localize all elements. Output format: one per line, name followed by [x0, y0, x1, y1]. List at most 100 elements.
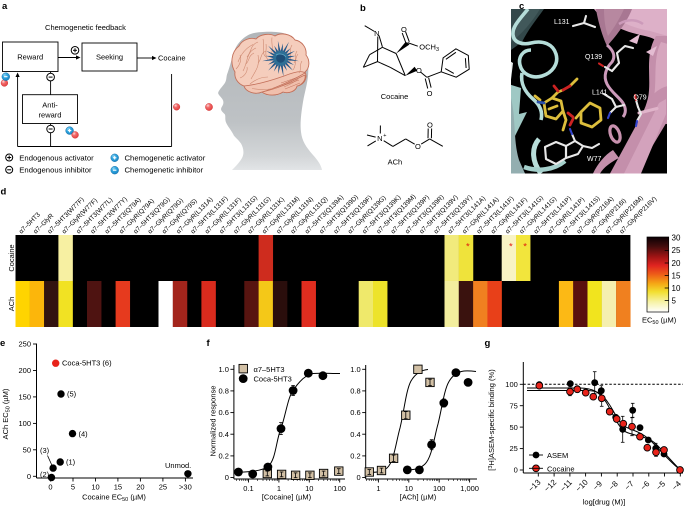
svg-text:0.6: 0.6 [218, 408, 228, 417]
svg-text:Unmod.: Unmod. [165, 461, 191, 470]
svg-text:200: 200 [18, 366, 31, 375]
svg-text:10: 10 [672, 284, 681, 293]
svg-text:0.8: 0.8 [218, 387, 228, 396]
svg-text:(1): (1) [66, 458, 76, 467]
svg-text:reward: reward [39, 111, 62, 120]
svg-text:1.0: 1.0 [350, 365, 360, 374]
svg-text:Endogenous activator: Endogenous activator [19, 153, 94, 162]
svg-text:0.2: 0.2 [218, 452, 228, 461]
svg-text:(4): (4) [79, 430, 89, 439]
svg-text:α7–5HT3: α7–5HT3 [254, 365, 285, 374]
svg-text:100: 100 [18, 419, 31, 428]
svg-text:0: 0 [225, 473, 229, 482]
svg-text:−10: −10 [574, 477, 590, 493]
svg-text:+: + [383, 133, 386, 139]
svg-text:150: 150 [18, 393, 31, 402]
svg-text:−4: −4 [670, 479, 683, 492]
svg-text:−9: −9 [591, 479, 604, 492]
svg-text:0.6: 0.6 [350, 408, 360, 417]
svg-text:Coca-5HT3: Coca-5HT3 [254, 375, 292, 384]
svg-text:100: 100 [333, 484, 346, 493]
svg-text:L131: L131 [554, 19, 570, 26]
svg-text:75: 75 [509, 401, 517, 410]
svg-text:ASEM: ASEM [547, 451, 568, 460]
svg-text:30: 30 [672, 234, 681, 243]
svg-text:d: d [1, 187, 7, 198]
svg-text:−5: −5 [654, 479, 667, 492]
svg-text:25: 25 [159, 483, 167, 492]
svg-text:0: 0 [27, 472, 31, 481]
svg-text:Chemogenetic inhibitor: Chemogenetic inhibitor [125, 166, 204, 175]
svg-text:−13: −13 [527, 477, 543, 493]
svg-text:−6: −6 [639, 479, 652, 492]
svg-text:0.8: 0.8 [350, 387, 360, 396]
svg-text:Cocaine: Cocaine [381, 92, 409, 101]
svg-text:[ACh] (µM): [ACh] (µM) [400, 493, 437, 502]
svg-text:15: 15 [672, 271, 681, 280]
svg-text:−11: −11 [558, 478, 574, 494]
svg-text:20: 20 [136, 483, 144, 492]
svg-text:*: * [466, 242, 470, 253]
svg-text:EC50 (µM): EC50 (µM) [642, 316, 677, 327]
svg-text:5: 5 [71, 483, 75, 492]
svg-text:>30: >30 [179, 483, 192, 492]
svg-text:0.4: 0.4 [218, 430, 228, 439]
svg-text:100: 100 [505, 380, 518, 389]
svg-text:*: * [509, 242, 513, 253]
svg-text:g: g [485, 338, 491, 349]
svg-text:−8: −8 [607, 479, 620, 492]
svg-text:0: 0 [357, 473, 361, 482]
svg-text:0.4: 0.4 [350, 430, 360, 439]
svg-text:10: 10 [91, 483, 99, 492]
svg-text:O: O [427, 89, 433, 98]
svg-text:0.2: 0.2 [350, 452, 360, 461]
svg-text:(5): (5) [67, 390, 77, 399]
svg-text:Coca-5HT3 (6): Coca-5HT3 (6) [62, 359, 112, 368]
svg-text:Chemogenetic activator: Chemogenetic activator [125, 153, 206, 162]
svg-text:50: 50 [23, 445, 31, 454]
svg-text:Cocaine: Cocaine [547, 464, 575, 473]
svg-text:b: b [360, 3, 366, 14]
svg-text:O: O [415, 142, 421, 151]
svg-text:Endogenous inhibitor: Endogenous inhibitor [19, 166, 92, 175]
svg-text:ACh: ACh [7, 297, 16, 311]
svg-text:N: N [374, 29, 379, 38]
svg-text:OCH3: OCH3 [419, 42, 439, 53]
svg-text:(2): (2) [40, 470, 50, 479]
svg-text:log[drug (M)]: log[drug (M)] [583, 498, 626, 507]
svg-text:Q79: Q79 [633, 95, 646, 102]
svg-text:N: N [377, 134, 382, 143]
svg-text:a: a [2, 1, 8, 12]
svg-text:25: 25 [672, 246, 681, 255]
svg-text:1: 1 [376, 484, 380, 493]
svg-text:20: 20 [672, 259, 681, 268]
svg-text:Normalized response: Normalized response [209, 386, 218, 457]
svg-text:−7: −7 [623, 479, 636, 492]
svg-text:Chemogenetic feedback: Chemogenetic feedback [45, 23, 126, 32]
svg-text:*: * [523, 242, 527, 253]
svg-text:O: O [416, 66, 422, 75]
svg-text:250: 250 [18, 340, 31, 349]
svg-text:ACh: ACh [388, 158, 403, 167]
svg-text:1,000: 1,000 [460, 484, 479, 493]
svg-text:Anti-: Anti- [42, 101, 58, 110]
svg-text:0: 0 [514, 466, 518, 475]
svg-text:Q139: Q139 [585, 54, 602, 61]
svg-text:1.0: 1.0 [218, 365, 228, 374]
svg-text:Cocaine EC50 (µM): Cocaine EC50 (µM) [82, 493, 146, 504]
svg-text:50: 50 [509, 423, 517, 432]
svg-text:(3): (3) [40, 446, 50, 455]
svg-text:Cocaine: Cocaine [158, 54, 186, 63]
svg-text:Cocaine: Cocaine [7, 244, 16, 271]
svg-text:5: 5 [672, 296, 677, 305]
svg-text:[3H]ASEM-specific binding (%): [3H]ASEM-specific binding (%) [487, 369, 496, 471]
svg-text:ACh EC50 (µM): ACh EC50 (µM) [1, 388, 12, 439]
svg-text:−12: −12 [542, 477, 558, 493]
svg-text:e: e [0, 338, 5, 349]
svg-text:25: 25 [509, 444, 517, 453]
svg-text:Seeking: Seeking [96, 53, 123, 62]
svg-text:[Cocaine] (µM): [Cocaine] (µM) [262, 493, 312, 502]
svg-text:15: 15 [114, 483, 122, 492]
svg-text:0: 0 [48, 483, 52, 492]
svg-text:0.1: 0.1 [243, 484, 253, 493]
